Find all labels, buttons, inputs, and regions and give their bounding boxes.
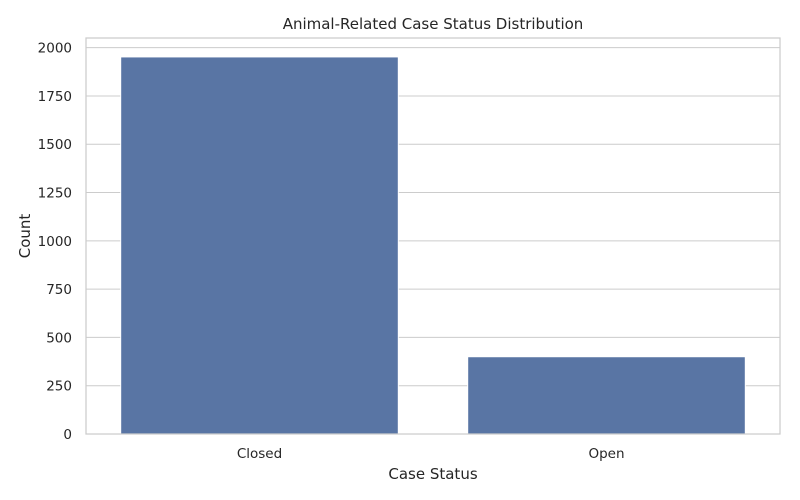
y-tick-label: 250 bbox=[46, 379, 72, 395]
plot-frame bbox=[85, 37, 781, 435]
y-tick-labels: 0 250 500 750 1000 1250 1500 1750 2000 bbox=[38, 41, 72, 443]
x-axis-label: Case Status bbox=[388, 465, 477, 483]
y-tick-label: 1750 bbox=[38, 89, 72, 105]
x-tick-labels: Closed Open bbox=[237, 446, 625, 462]
bar-closed bbox=[120, 56, 399, 435]
chart-title: Animal-Related Case Status Distribution bbox=[283, 15, 584, 33]
y-tick-label: 500 bbox=[46, 330, 72, 346]
bars bbox=[120, 56, 746, 435]
y-tick-label: 1250 bbox=[38, 186, 72, 202]
y-tick-label: 2000 bbox=[38, 41, 72, 57]
y-tick-label: 750 bbox=[46, 282, 72, 298]
y-tick-label: 1000 bbox=[38, 234, 72, 250]
y-tick-label: 1500 bbox=[38, 137, 72, 153]
y-axis-label: Count bbox=[16, 214, 34, 259]
x-tick-label: Closed bbox=[237, 446, 282, 462]
x-tick-label: Open bbox=[588, 446, 624, 462]
bar-open bbox=[467, 356, 746, 435]
y-tick-label: 0 bbox=[63, 427, 72, 443]
